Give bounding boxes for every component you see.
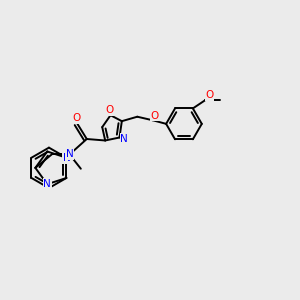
Text: N: N [44,179,51,189]
Text: N: N [63,153,70,163]
Text: O: O [73,113,81,123]
Text: O: O [150,110,159,121]
Text: N: N [66,149,74,160]
Text: N: N [120,134,128,144]
Text: O: O [105,105,113,115]
Text: O: O [206,90,214,100]
